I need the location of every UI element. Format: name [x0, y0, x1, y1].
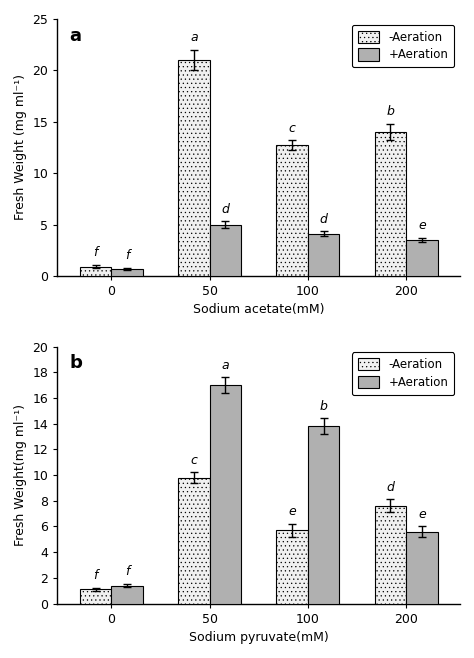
Text: f: f	[93, 569, 98, 582]
Text: b: b	[386, 105, 394, 118]
Text: c: c	[191, 454, 197, 467]
Y-axis label: Fresh Weight(mg ml⁻¹): Fresh Weight(mg ml⁻¹)	[14, 404, 27, 546]
Bar	[308, 234, 339, 276]
Bar	[374, 506, 406, 603]
Text: a: a	[190, 31, 198, 44]
Text: d: d	[386, 481, 394, 494]
Text: f: f	[93, 247, 98, 259]
Legend: -Aeration, +Aeration: -Aeration, +Aeration	[352, 353, 454, 395]
Text: d: d	[319, 213, 328, 226]
Text: f: f	[125, 565, 129, 578]
Bar	[210, 224, 241, 276]
Bar	[111, 586, 143, 603]
Bar	[276, 145, 308, 276]
Bar	[406, 532, 438, 603]
Bar	[406, 240, 438, 276]
Text: a: a	[69, 26, 82, 45]
Text: b: b	[69, 354, 82, 372]
Bar	[80, 266, 111, 276]
Legend: -Aeration, +Aeration: -Aeration, +Aeration	[352, 25, 454, 67]
Text: f: f	[125, 249, 129, 262]
Text: e: e	[418, 508, 426, 520]
Bar	[210, 385, 241, 603]
Text: b: b	[319, 400, 328, 413]
Text: d: d	[221, 203, 229, 216]
Text: c: c	[289, 122, 296, 134]
Bar	[178, 478, 210, 603]
X-axis label: Sodium acetate(mM): Sodium acetate(mM)	[193, 303, 325, 316]
Text: e: e	[288, 505, 296, 519]
Text: a: a	[221, 359, 229, 372]
Bar	[374, 132, 406, 276]
X-axis label: Sodium pyruvate(mM): Sodium pyruvate(mM)	[189, 631, 328, 644]
Y-axis label: Fresh Weight (mg ml⁻¹): Fresh Weight (mg ml⁻¹)	[14, 74, 27, 220]
Bar	[308, 426, 339, 603]
Bar	[111, 268, 143, 276]
Text: e: e	[418, 219, 426, 232]
Bar	[276, 530, 308, 603]
Bar	[80, 590, 111, 603]
Bar	[178, 60, 210, 276]
